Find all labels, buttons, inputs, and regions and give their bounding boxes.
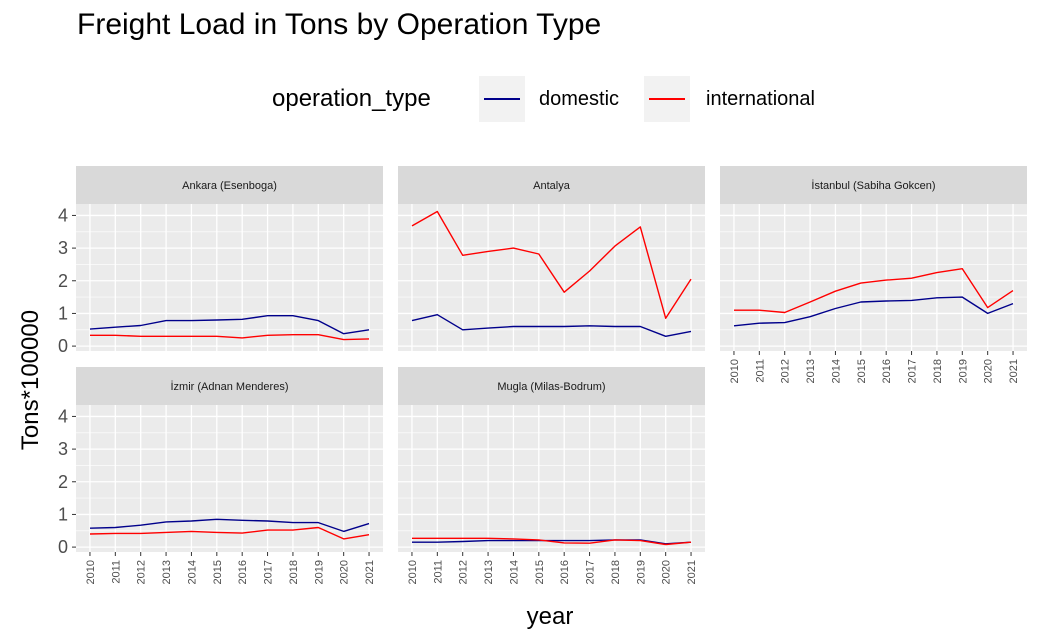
panel-bg-ankara-esenboga <box>76 204 383 351</box>
x-tick-label: 2010 <box>729 359 741 383</box>
y-tick-label: 4 <box>58 205 68 225</box>
x-tick-label: 2016 <box>881 359 893 383</box>
x-tick-label: 2017 <box>263 560 275 584</box>
series-line-domestic-i-zmir-adnan-menderes <box>89 518 370 533</box>
legend-label-domestic: domestic <box>539 88 620 110</box>
x-tick-label: 2011 <box>754 359 766 383</box>
series-line-international-i-stanbul-sabiha-gokcen <box>734 268 1014 314</box>
x-tick-label: 2010 <box>407 560 419 584</box>
x-tick-label: 2013 <box>805 359 817 383</box>
series-line-international-i-zmir-adnan-menderes <box>89 526 370 540</box>
panel-bg-mugla-milas-bodrum <box>398 405 705 552</box>
y-tick-label: 4 <box>58 406 68 426</box>
series-line-domestic-ankara-esenboga <box>89 315 370 335</box>
x-tick-label: 2015 <box>212 560 224 584</box>
x-tick-label: 2017 <box>585 560 597 584</box>
facet-strip-ankara-esenboga <box>76 166 383 204</box>
x-tick-label: 2016 <box>559 560 571 584</box>
facet-strip-i-zmir-adnan-menderes <box>76 367 383 405</box>
x-tick-label: 2013 <box>483 560 495 584</box>
x-tick-label: 2018 <box>932 359 944 383</box>
x-tick-label: 2020 <box>339 560 351 584</box>
facet-label-i-stanbul-sabiha-gokcen: İstanbul (Sabiha Gokcen) <box>811 179 935 192</box>
facet-strip-i-stanbul-sabiha-gokcen <box>720 166 1027 204</box>
series-line-international-antalya <box>411 210 692 319</box>
x-tick-label: 2012 <box>780 359 792 383</box>
x-tick-label: 2014 <box>830 359 842 383</box>
y-tick-label: 3 <box>58 439 68 459</box>
facet-label-mugla-milas-bodrum: Mugla (Milas-Bodrum) <box>497 381 605 393</box>
x-tick-label: 2020 <box>661 560 673 584</box>
x-tick-label: 2021 <box>1008 359 1020 383</box>
x-tick-label: 2015 <box>534 560 546 584</box>
x-tick-label: 2019 <box>635 560 647 584</box>
facet-strip-antalya <box>398 166 705 204</box>
legend-key-international <box>644 76 690 122</box>
y-tick-label: 1 <box>58 303 68 323</box>
y-tick-label: 0 <box>58 537 68 557</box>
x-tick-label: 2011 <box>432 560 444 584</box>
facet-strip-mugla-milas-bodrum <box>398 367 705 405</box>
y-tick-label: 2 <box>58 472 68 492</box>
y-tick-label: 1 <box>58 504 68 524</box>
legend-key-domestic <box>479 76 525 122</box>
y-tick-label: 3 <box>58 238 68 258</box>
legend-title: operation_type <box>272 85 431 112</box>
x-tick-label: 2017 <box>907 359 919 383</box>
x-tick-label: 2016 <box>237 560 249 584</box>
x-tick-label: 2014 <box>186 560 198 584</box>
facet-label-antalya: Antalya <box>533 180 571 192</box>
panel-bg-i-zmir-adnan-menderes <box>76 405 383 552</box>
x-tick-label: 2012 <box>458 560 470 584</box>
x-tick-label: 2018 <box>288 560 300 584</box>
series-line-domestic-i-stanbul-sabiha-gokcen <box>733 296 1014 327</box>
x-tick-label: 2020 <box>983 359 995 383</box>
x-tick-label: 2018 <box>610 560 622 584</box>
x-tick-label: 2011 <box>110 560 122 584</box>
x-tick-label: 2012 <box>136 560 148 584</box>
panel-bg-antalya <box>398 204 705 351</box>
x-tick-label: 2021 <box>686 560 698 584</box>
series-line-international-mugla-milas-bodrum <box>412 537 692 546</box>
x-tick-label: 2019 <box>313 560 325 584</box>
x-tick-label: 2013 <box>161 560 173 584</box>
x-axis-title: year <box>527 603 574 630</box>
x-tick-label: 2015 <box>856 359 868 383</box>
series-line-domestic-antalya <box>411 314 692 337</box>
legend-label-international: international <box>706 88 815 110</box>
x-tick-label: 2019 <box>957 359 969 383</box>
facet-label-ankara-esenboga: Ankara (Esenboga) <box>182 180 277 192</box>
series-line-international-ankara-esenboga <box>90 334 370 341</box>
x-tick-label: 2010 <box>85 560 97 584</box>
y-axis-title: Tons*100000 <box>17 310 44 450</box>
chart-title: Freight Load in Tons by Operation Type <box>77 8 602 41</box>
legend-swatch-domestic <box>484 98 520 100</box>
facet-label-i-zmir-adnan-menderes: İzmir (Adnan Menderes) <box>171 380 289 393</box>
y-tick-label: 0 <box>58 336 68 356</box>
x-tick-label: 2014 <box>508 560 520 584</box>
legend-swatch-international <box>649 98 685 100</box>
x-tick-label: 2021 <box>364 560 376 584</box>
panel-bg-i-stanbul-sabiha-gokcen <box>720 204 1027 351</box>
y-tick-label: 2 <box>58 271 68 291</box>
